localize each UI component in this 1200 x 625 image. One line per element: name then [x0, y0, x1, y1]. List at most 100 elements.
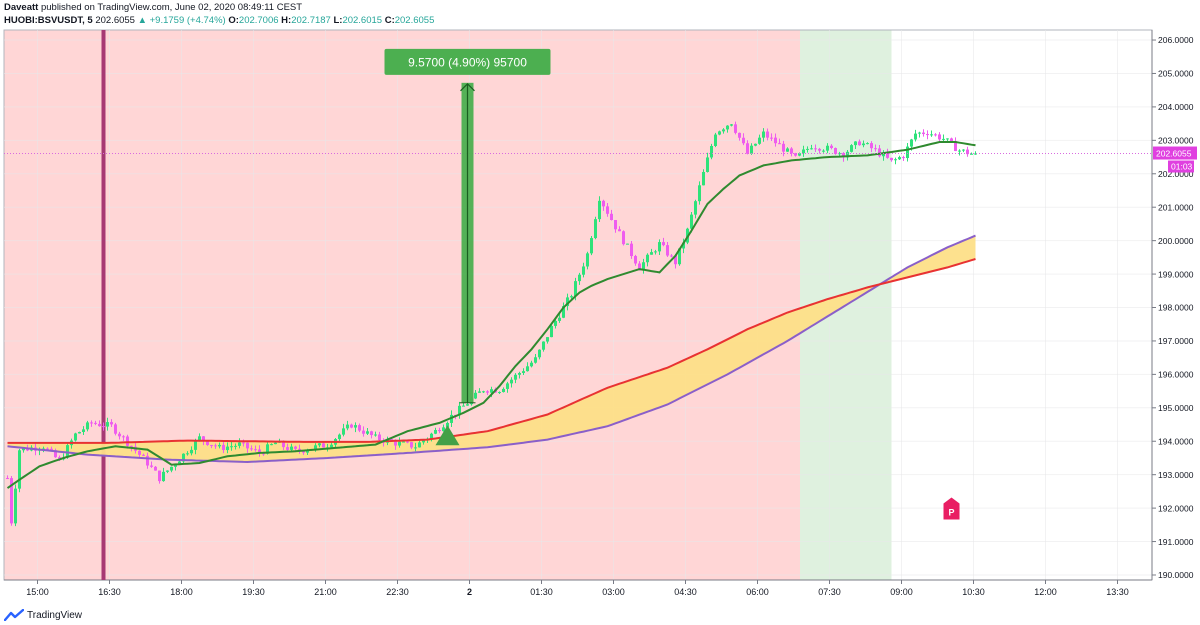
candle-body[interactable]	[678, 248, 681, 265]
candle-body[interactable]	[774, 137, 777, 144]
candle-body[interactable]	[866, 143, 869, 145]
candle-body[interactable]	[554, 320, 557, 326]
candle-body[interactable]	[14, 488, 17, 524]
candle-body[interactable]	[814, 148, 817, 150]
candle-body[interactable]	[110, 422, 113, 425]
candle-body[interactable]	[422, 440, 425, 443]
candle-body[interactable]	[50, 448, 53, 451]
candle-body[interactable]	[610, 213, 613, 221]
candle-body[interactable]	[226, 446, 229, 451]
candle-body[interactable]	[230, 446, 233, 448]
ema-slow-line[interactable]	[7, 234, 976, 464]
candle-body[interactable]	[702, 171, 705, 186]
candle-body[interactable]	[662, 242, 665, 246]
candle-body[interactable]	[434, 430, 437, 434]
candle-body[interactable]	[486, 391, 489, 393]
candle-body[interactable]	[186, 453, 189, 455]
candle-body[interactable]	[922, 132, 925, 135]
candle-body[interactable]	[282, 441, 285, 448]
candle-body[interactable]	[234, 445, 237, 447]
candle-body[interactable]	[778, 143, 781, 145]
candle-body[interactable]	[418, 442, 421, 448]
buy-signal-triangle[interactable]	[435, 425, 460, 446]
candle-body[interactable]	[514, 374, 517, 380]
candle-body[interactable]	[198, 436, 201, 441]
candle-body[interactable]	[890, 157, 893, 161]
candle-body[interactable]	[834, 148, 837, 154]
candle-body[interactable]	[86, 422, 89, 430]
candle-body[interactable]	[630, 243, 633, 257]
p-marker-shape[interactable]	[943, 497, 960, 520]
candle-body[interactable]	[726, 125, 729, 130]
candle-body[interactable]	[146, 455, 149, 466]
candle-body[interactable]	[970, 153, 973, 155]
candle-body[interactable]	[154, 466, 157, 471]
candle-body[interactable]	[314, 445, 317, 450]
candle-body[interactable]	[118, 433, 121, 437]
candle-body[interactable]	[758, 137, 761, 144]
candle-body[interactable]	[518, 372, 521, 375]
ema-mid-line[interactable]	[7, 258, 976, 444]
candle-body[interactable]	[946, 138, 949, 140]
candle-body[interactable]	[854, 141, 857, 146]
candle-body[interactable]	[354, 425, 357, 428]
measure-label-box[interactable]	[384, 48, 551, 75]
candle-body[interactable]	[318, 443, 321, 446]
candle-body[interactable]	[402, 441, 405, 443]
candle-body[interactable]	[98, 423, 101, 427]
candle-body[interactable]	[250, 448, 253, 450]
candle-body[interactable]	[782, 143, 785, 152]
candle-body[interactable]	[194, 440, 197, 450]
candle-body[interactable]	[590, 238, 593, 254]
candle-body[interactable]	[66, 445, 69, 458]
candle-body[interactable]	[786, 148, 789, 152]
candle-body[interactable]	[90, 422, 93, 424]
candle-body[interactable]	[694, 201, 697, 215]
candle-body[interactable]	[498, 392, 501, 394]
candle-body[interactable]	[846, 151, 849, 158]
ema-fast-line[interactable]	[6, 141, 976, 489]
candle-body[interactable]	[634, 256, 637, 264]
candle-body[interactable]	[162, 471, 165, 482]
candle-body[interactable]	[358, 425, 361, 431]
candle-body[interactable]	[646, 254, 649, 263]
candle-body[interactable]	[934, 134, 937, 136]
candle-body[interactable]	[342, 428, 345, 435]
candle-body[interactable]	[394, 441, 397, 446]
candle-body[interactable]	[622, 231, 625, 245]
candle-body[interactable]	[458, 405, 461, 416]
candle-body[interactable]	[506, 383, 509, 389]
candle-body[interactable]	[78, 431, 81, 434]
candle-body[interactable]	[958, 150, 961, 152]
candle-body[interactable]	[918, 132, 921, 134]
symbol-name[interactable]: HUOBI:BSVUSDT, 5	[4, 15, 93, 26]
candle-body[interactable]	[838, 153, 841, 155]
candle-body[interactable]	[930, 134, 933, 136]
candle-body[interactable]	[122, 436, 125, 438]
candle-body[interactable]	[410, 442, 413, 448]
candle-body[interactable]	[950, 138, 953, 142]
candle-body[interactable]	[526, 366, 529, 372]
candle-body[interactable]	[126, 436, 129, 446]
candle-body[interactable]	[474, 392, 477, 399]
candle-body[interactable]	[142, 454, 145, 456]
candle-body[interactable]	[830, 145, 833, 149]
candle-body[interactable]	[766, 131, 769, 138]
candle-body[interactable]	[658, 242, 661, 252]
candle-body[interactable]	[370, 431, 373, 436]
candle-body[interactable]	[538, 349, 541, 358]
candle-body[interactable]	[798, 153, 801, 156]
footer-brand[interactable]: TradingView	[27, 609, 83, 621]
candle-body[interactable]	[638, 263, 641, 271]
candle-body[interactable]	[510, 379, 513, 384]
candle-body[interactable]	[954, 141, 957, 152]
candle-body[interactable]	[594, 219, 597, 239]
candle-body[interactable]	[698, 185, 701, 202]
candle-body[interactable]	[398, 441, 401, 446]
candle-body[interactable]	[446, 422, 449, 428]
candle-body[interactable]	[962, 149, 965, 151]
candle-body[interactable]	[614, 220, 617, 230]
p-marker[interactable]: P	[943, 497, 960, 520]
candle-body[interactable]	[742, 137, 745, 144]
